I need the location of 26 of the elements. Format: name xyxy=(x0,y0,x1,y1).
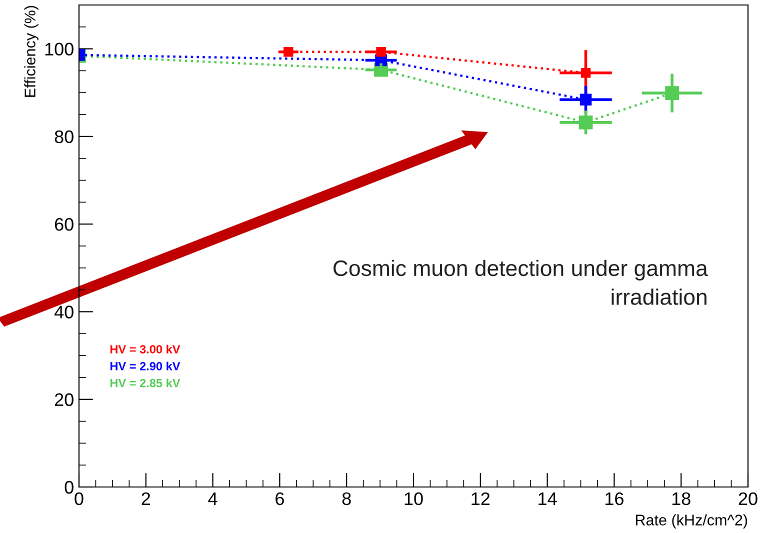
annotation: Cosmic muon detection under gamma irradiation xyxy=(334,260,708,305)
x-tick-label: 14 xyxy=(538,492,557,505)
x-axis-title: Rate (kHz/cm^2) xyxy=(636,514,748,528)
y-tick-label: 40 xyxy=(54,306,74,318)
x-tick-label: 16 xyxy=(606,492,624,506)
point xyxy=(580,68,591,78)
text: HV = 2.90 kV xyxy=(110,362,180,370)
y-tick-label: 80 xyxy=(54,130,74,144)
text: HV = 2.85 kV xyxy=(110,378,180,388)
x-tick-label: 8 xyxy=(342,492,351,506)
point xyxy=(284,47,294,57)
y-tick-label: 60 xyxy=(54,218,74,231)
x-tick-label: 10 xyxy=(404,492,423,506)
y-tick-label: 100 xyxy=(45,42,74,56)
point xyxy=(376,47,386,57)
x-tick-label: 2 xyxy=(142,492,150,505)
y-axis-title: Efficiency (%) xyxy=(24,6,38,97)
x-tick-label: 12 xyxy=(472,492,490,505)
y-tick-label: 0 xyxy=(64,480,74,494)
text: HV = 3.00 kV xyxy=(110,344,180,354)
x-tick-label: 0 xyxy=(74,492,84,506)
x-tick-label: 20 xyxy=(738,492,758,506)
x-tick-label: 6 xyxy=(276,492,284,506)
y-tick-label: 20 xyxy=(54,393,74,406)
x-tick-label: 4 xyxy=(208,492,218,505)
x-tick-label: 18 xyxy=(672,492,690,506)
